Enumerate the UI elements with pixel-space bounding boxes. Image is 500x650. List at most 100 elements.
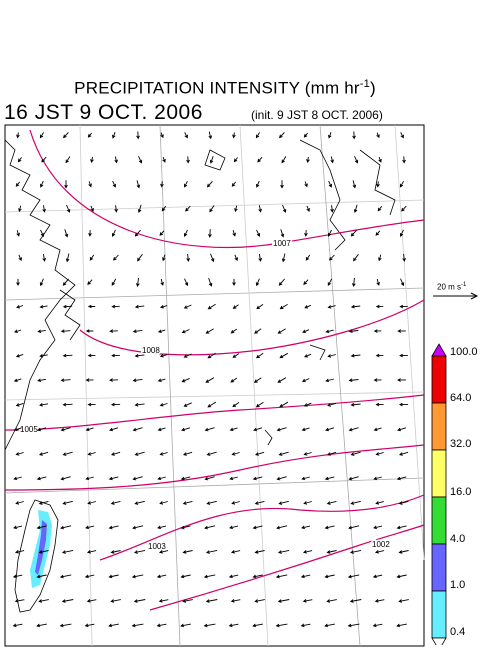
- wind-vector: [62, 353, 73, 358]
- wind-vector: [183, 402, 192, 407]
- colorbar-segment: [431, 402, 447, 451]
- wind-vector: [234, 205, 238, 213]
- wind-vector: [90, 156, 94, 164]
- wind-vector: [325, 427, 335, 432]
- wind-vector: [108, 525, 119, 530]
- wind-vector: [84, 574, 95, 579]
- wind-vector: [60, 525, 72, 530]
- wind-vector: [231, 501, 241, 505]
- wind-vector: [204, 476, 215, 481]
- colorbar-segment: [431, 590, 447, 639]
- wind-vector: [156, 623, 167, 628]
- wind-vector: [39, 353, 48, 358]
- wind-vector: [328, 132, 332, 139]
- wind-vector: [16, 278, 20, 287]
- wind-vector: [301, 476, 310, 481]
- map-title: PRECIPITATION INTENSITY (mm hr-1): [0, 78, 450, 99]
- wind-vector: [275, 623, 288, 628]
- wind-vector: [39, 278, 44, 287]
- wind-vector: [13, 427, 22, 432]
- wind-vector: [230, 550, 241, 554]
- wind-vector: [350, 402, 361, 407]
- wind-vector: [185, 205, 191, 212]
- wind-vector: [252, 525, 263, 530]
- wind-vector: [305, 254, 311, 261]
- wind-vector: [254, 451, 265, 456]
- wind-vector: [350, 353, 361, 358]
- wind-vector: [232, 353, 240, 358]
- wind-vector: [280, 180, 284, 189]
- wind-vector: [132, 476, 143, 481]
- wind-vector: [86, 599, 97, 603]
- wind-vector: [162, 254, 166, 262]
- wind-vector: [230, 599, 241, 603]
- wind-vector: [278, 451, 289, 456]
- lat-lon-grid: [4, 124, 425, 647]
- wind-vector: [205, 377, 215, 383]
- wind-vector: [60, 476, 71, 481]
- wind-vector: [303, 452, 312, 456]
- wind-vector: [325, 329, 334, 334]
- wind-vector: [280, 229, 285, 238]
- wind-vector: [282, 204, 287, 213]
- wind-vector: [14, 599, 25, 603]
- wind-vector: [327, 305, 336, 309]
- wind-vector: [110, 500, 121, 505]
- colorbar-segment: [431, 355, 447, 404]
- wind-vector: [37, 378, 46, 383]
- wind-vector: [277, 549, 290, 554]
- wind-vector: [16, 304, 24, 309]
- wind-vector: [324, 525, 335, 530]
- map-title-close: ): [369, 78, 376, 98]
- wind-vector: [15, 181, 21, 187]
- wind-vector: [38, 550, 49, 554]
- wind-vector: [378, 254, 382, 262]
- wind-vector: [254, 599, 265, 603]
- wind-vector: [376, 132, 380, 139]
- wind-vector: [376, 278, 380, 286]
- wind-vector: [328, 254, 335, 261]
- wind-vector: [232, 304, 239, 309]
- wind-vector: [398, 451, 409, 456]
- map-title-text: PRECIPITATION INTENSITY (mm hr: [74, 78, 360, 98]
- wind-vector: [132, 378, 143, 383]
- wind-vector: [375, 304, 384, 309]
- wind-vector: [372, 574, 383, 579]
- wind-vector: [62, 278, 69, 286]
- wind-vector: [399, 229, 404, 237]
- wind-vector: [132, 525, 144, 530]
- wind-vector: [134, 353, 145, 358]
- wind-vector: [255, 132, 260, 139]
- wind-vector: [15, 353, 24, 358]
- wind-vector: [303, 132, 308, 138]
- wind-vector: [88, 181, 92, 188]
- wind-vector: [87, 501, 97, 505]
- wind-vector: [181, 329, 190, 334]
- wind-vector: [301, 427, 310, 432]
- wind-vector: [348, 427, 359, 432]
- wind-vector: [300, 623, 311, 628]
- wind-vector: [258, 253, 263, 262]
- wind-vector: [204, 525, 216, 530]
- colorbar-segment: [431, 449, 447, 498]
- wind-vector: [278, 500, 289, 505]
- wind-vector: [306, 205, 310, 212]
- precipitation-area: [30, 510, 52, 588]
- wind-vector: [348, 329, 359, 334]
- wind-vector: [230, 377, 238, 383]
- wind-vector: [65, 253, 70, 263]
- wind-vector: [230, 328, 237, 334]
- wind-vector: [229, 427, 238, 432]
- wind-vector: [402, 156, 406, 164]
- colorbar-segment: [431, 637, 447, 645]
- wind-vector: [134, 402, 145, 407]
- wind-vector: [112, 132, 116, 139]
- wind-vector: [88, 230, 92, 237]
- wind-vector: [233, 157, 238, 163]
- wind-vector: [38, 599, 49, 603]
- wind-vector: [85, 427, 94, 432]
- isobar-label: 1005: [20, 425, 38, 434]
- wind-vector: [207, 352, 217, 359]
- wind-vector: [134, 500, 145, 505]
- wind-vector: [42, 205, 46, 213]
